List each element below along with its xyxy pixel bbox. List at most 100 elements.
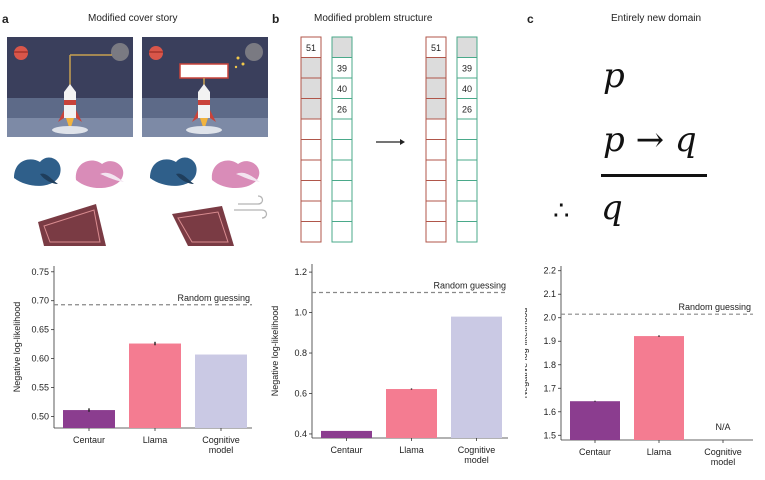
grid-cell: [456, 36, 478, 58]
blank-sign: [179, 63, 229, 79]
y-axis-label: Negative log-likelihood: [525, 308, 529, 399]
grid-cell: [300, 98, 322, 120]
y-tick-label: 0.70: [31, 296, 49, 306]
x-tick-label: Centaur: [330, 445, 362, 455]
grid-cell: [425, 118, 447, 140]
rocket-icon: [58, 84, 82, 130]
grid-cell-value: 51: [431, 43, 441, 53]
bar: [570, 401, 620, 440]
grid-cell: [300, 118, 322, 140]
grid-cell: [300, 200, 322, 222]
grid-cell: [331, 180, 353, 202]
grid-cell-value: 26: [462, 105, 472, 115]
panel-title-c: Entirely new domain: [611, 13, 702, 24]
y-tick-label: 0.75: [31, 267, 49, 277]
magic-carpet-icon: [172, 206, 234, 246]
y-tick-label: 1.8: [543, 360, 556, 370]
random-guessing-label: Random guessing: [678, 302, 751, 312]
y-tick-label: 1.9: [543, 336, 556, 346]
y-tick-label: 1.6: [543, 407, 556, 417]
arrow-right-icon: [376, 139, 405, 145]
y-axis-label: Negative log-likelihood: [12, 302, 22, 393]
missing-value-label: N/A: [715, 422, 730, 432]
y-tick-label: 0.8: [294, 348, 307, 358]
blue-genie-icon: [14, 157, 61, 186]
y-tick-label: 0.65: [31, 325, 49, 335]
bar: [451, 316, 502, 438]
grid-cell: [331, 118, 353, 140]
blue-genie-icon: [150, 157, 197, 186]
grid-cell-value: 40: [337, 84, 347, 94]
space-scene-modified: [142, 37, 268, 137]
grid-cell: [300, 159, 322, 181]
y-tick-label: 2.1: [543, 289, 556, 299]
grid-cell: [331, 36, 353, 58]
logic-therefore-symbol: ∴: [553, 196, 570, 226]
x-tick-label: Llama: [399, 445, 424, 455]
bar: [386, 389, 437, 438]
panel-b: b Modified problem structure 51 39 40 26 51…: [270, 0, 525, 480]
grid-cell: [456, 221, 478, 243]
y-tick-label: 2.2: [543, 266, 556, 276]
bar: [321, 430, 372, 438]
cover-story-illustration: [7, 37, 268, 246]
grid-cell-value: 51: [306, 43, 316, 53]
grid-cell: [300, 57, 322, 79]
problem-structure-grids: 51 39 40 26 51 39 40 26: [300, 36, 478, 243]
rocket-icon: [192, 84, 216, 130]
x-tick-label: Centaur: [73, 435, 105, 445]
grid-cell: [331, 200, 353, 222]
y-tick-label: 1.7: [543, 383, 556, 393]
grid-cell: [425, 159, 447, 181]
panel-letter-c: c: [527, 12, 534, 26]
grid-cell: [456, 159, 478, 181]
y-tick-label: 1.5: [543, 430, 556, 440]
grid-cell-value: 39: [462, 64, 472, 74]
logic-inference-line: [601, 174, 707, 177]
grid-cell: [425, 221, 447, 243]
grid-cell: [425, 139, 447, 161]
random-guessing-label: Random guessing: [433, 281, 506, 291]
grid-cell-value: 26: [337, 105, 347, 115]
grid-cell: [425, 57, 447, 79]
y-tick-label: 1.0: [294, 308, 307, 318]
y-axis-label: Negative log-likelihood: [270, 306, 280, 397]
grid-cell: [425, 180, 447, 202]
random-guessing-label: Random guessing: [177, 293, 250, 303]
x-tick-label: Llama: [647, 447, 672, 457]
grid-cell: [456, 118, 478, 140]
grid-cell: [425, 77, 447, 99]
chart-b: 0.4 0.6 0.8 1.0 1.2 Negative log-likelihood Ra…: [270, 264, 508, 465]
grid-group-modified: 51 39 40 26: [425, 36, 478, 243]
grid-cell: [331, 139, 353, 161]
x-tick-label: Cognitive model: [704, 447, 742, 467]
x-tick-label: Centaur: [579, 447, 611, 457]
logic-premise-2: p → q: [603, 120, 697, 160]
y-tick-label: 1.2: [294, 267, 307, 277]
grey-planet-icon: [245, 43, 263, 61]
y-tick-label: 0.50: [31, 411, 49, 421]
bar: [63, 410, 115, 428]
space-scene-original: [7, 37, 133, 137]
chart-a: 0.50 0.55 0.60 0.65 0.70 0.75 Negative log-lik…: [12, 266, 252, 455]
grid-cell-value: 39: [337, 64, 347, 74]
bar: [195, 354, 247, 428]
grid-cell: [331, 159, 353, 181]
grid-cell-value: 40: [462, 84, 472, 94]
y-tick-label: 0.6: [294, 388, 307, 398]
grid-cell: [331, 221, 353, 243]
x-tick-label: Cognitive model: [458, 445, 496, 465]
sparkle-icon: [234, 56, 245, 69]
y-tick-label: 0.4: [294, 429, 307, 439]
grid-group-original: 51 39 40 26: [300, 36, 353, 243]
grid-cell: [456, 139, 478, 161]
grid-cell: [300, 221, 322, 243]
grey-planet-icon: [111, 43, 129, 61]
panel-letter-a: a: [2, 12, 9, 26]
panel-title-a: Modified cover story: [88, 13, 178, 24]
logic-conclusion: q: [601, 188, 623, 228]
y-tick-label: 0.55: [31, 383, 49, 393]
panel-c: c Entirely new domain p p → q ∴ q 1.5 1.6…: [525, 0, 765, 480]
y-tick-label: 0.60: [31, 354, 49, 364]
y-tick-label: 2.0: [543, 313, 556, 323]
